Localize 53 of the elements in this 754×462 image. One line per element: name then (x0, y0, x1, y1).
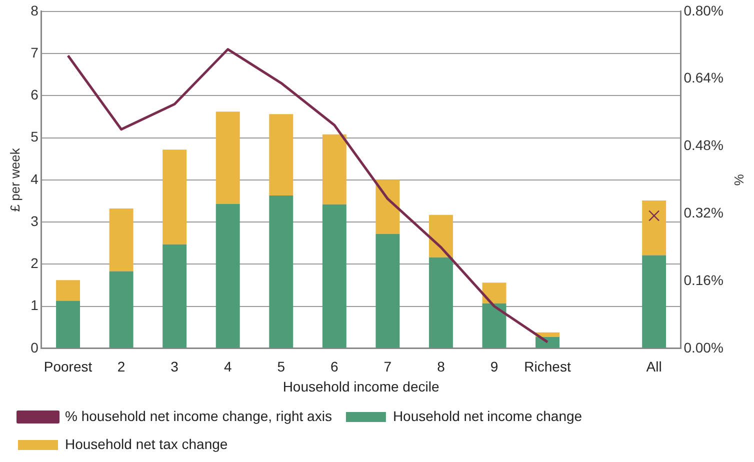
bar (269, 114, 294, 196)
x-tick-label: 9 (490, 358, 498, 375)
x-tick-label: 2 (117, 358, 126, 375)
bar (322, 204, 346, 348)
y-tick-label: 0 (30, 339, 39, 356)
y2-tick-label: 0.16% (684, 272, 724, 288)
bar (109, 208, 134, 272)
bar (376, 234, 400, 348)
bar (56, 300, 80, 348)
bar (376, 180, 400, 234)
legend-label: Household net tax change (65, 436, 228, 452)
y2-axis-title: % (732, 174, 747, 186)
y2-tick-label: 0.48% (684, 137, 724, 154)
y2-tick-label: 0.32% (684, 204, 724, 220)
y-axis-title: £ per week (7, 148, 22, 212)
x-tick-label: 3 (170, 358, 179, 375)
bar (56, 280, 80, 301)
bar (109, 271, 134, 348)
x-tick-label: All (646, 358, 662, 375)
bar (269, 195, 294, 348)
bar (642, 200, 666, 256)
bar (536, 337, 560, 348)
bar (216, 112, 240, 204)
y-tick-label: 8 (30, 2, 39, 18)
y-tick-label: 5 (30, 128, 39, 145)
x-tick-label: 6 (330, 358, 339, 375)
y-tick-label: 4 (30, 170, 39, 187)
legend-label: Household net income change (392, 408, 582, 424)
legend-label: % household net income change, right axis (65, 408, 332, 424)
x-tick-label: 7 (384, 358, 392, 375)
bar (428, 257, 453, 348)
bar (162, 150, 187, 244)
y2-tick-label: 0.00% (684, 339, 724, 356)
x-tick-label: Richest (524, 358, 571, 375)
y-tick-label: 7 (30, 44, 39, 60)
bar (162, 244, 187, 348)
x-tick-label: Poorest (44, 358, 92, 375)
x-tick-label: 8 (437, 358, 446, 375)
y2-tick-label: 0.80% (684, 2, 724, 18)
bar (642, 255, 666, 348)
x-tick-label: 5 (277, 358, 286, 375)
bar (216, 204, 240, 348)
y-tick-label: 2 (30, 255, 39, 272)
x-axis-title: Household income decile (282, 378, 440, 394)
y-tick-label: 1 (30, 297, 39, 314)
y-tick-label: 3 (30, 212, 39, 229)
x-tick-label: 4 (224, 358, 232, 375)
bar (482, 303, 506, 348)
bar (482, 282, 506, 304)
y2-tick-label: 0.64% (684, 70, 724, 86)
bar (428, 214, 453, 258)
y-tick-label: 6 (30, 86, 39, 103)
bar (322, 134, 346, 204)
